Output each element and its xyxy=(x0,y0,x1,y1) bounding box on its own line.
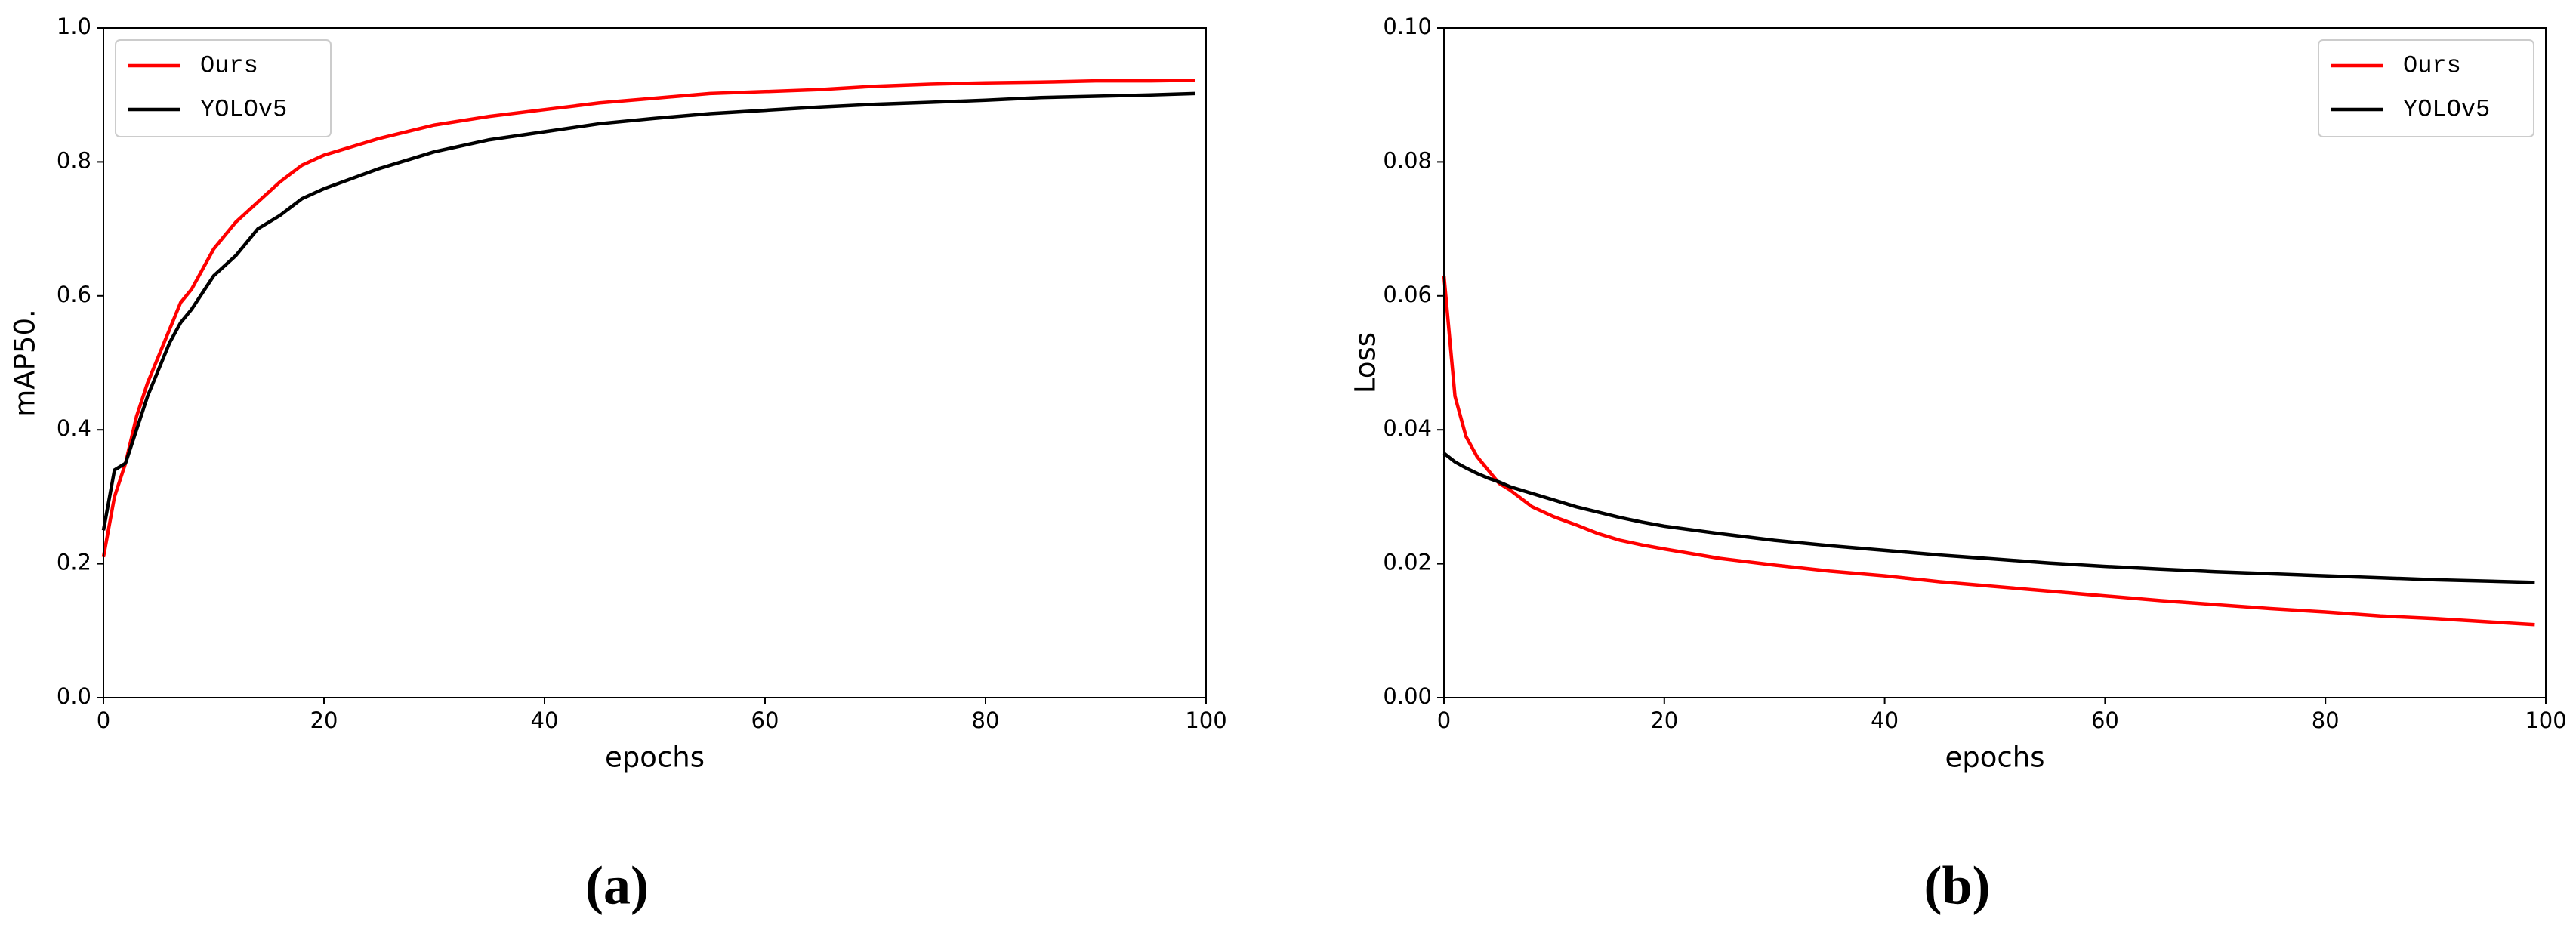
y-tick-label: 0.08 xyxy=(1383,147,1432,173)
legend-label: YOLOv5 xyxy=(2403,95,2490,123)
x-tick-label: 80 xyxy=(2312,707,2340,733)
y-tick-label: 0.02 xyxy=(1383,550,1432,575)
y-tick-label: 0.04 xyxy=(1383,415,1432,441)
x-tick-label: 20 xyxy=(1650,707,1678,733)
y-tick-label: 0.8 xyxy=(57,147,91,173)
legend-label: YOLOv5 xyxy=(200,95,287,123)
data-line xyxy=(1442,452,2535,584)
y-tick-label: 0.2 xyxy=(57,550,91,575)
data-line xyxy=(101,78,1195,558)
legend-label: Ours xyxy=(2403,51,2461,79)
caption: (b) xyxy=(1924,855,1991,916)
plot-frame xyxy=(1443,27,2547,698)
y-tick-label: 0.06 xyxy=(1383,282,1432,307)
x-tick-label: 20 xyxy=(310,707,338,733)
legend-label: Ours xyxy=(200,51,258,79)
x-tick-label: 80 xyxy=(972,707,1000,733)
x-tick-label: 100 xyxy=(2525,707,2566,733)
y-axis-label: Loss xyxy=(1350,332,1382,393)
y-tick-label: 0.4 xyxy=(57,415,91,441)
y-tick-label: 1.0 xyxy=(57,14,91,39)
x-tick-label: 100 xyxy=(1185,707,1226,733)
x-tick-label: 60 xyxy=(2091,707,2119,733)
x-tick-label: 40 xyxy=(1871,707,1899,733)
x-axis-label: epochs xyxy=(605,741,705,774)
caption: (a) xyxy=(585,855,649,916)
x-axis-label: epochs xyxy=(1945,741,2045,774)
y-tick-label: 0.6 xyxy=(57,282,91,307)
data-line xyxy=(1442,275,2535,627)
y-axis-label: mAP50. xyxy=(9,309,42,417)
y-tick-label: 0.10 xyxy=(1383,14,1432,39)
x-tick-label: 60 xyxy=(751,707,779,733)
plot-frame xyxy=(103,27,1207,698)
y-tick-label: 0.00 xyxy=(1383,683,1432,709)
data-line xyxy=(101,91,1195,531)
x-tick-label: 40 xyxy=(531,707,559,733)
x-tick-label: 0 xyxy=(1437,707,1451,733)
x-tick-label: 0 xyxy=(97,707,110,733)
y-tick-label: 0.0 xyxy=(57,683,91,709)
